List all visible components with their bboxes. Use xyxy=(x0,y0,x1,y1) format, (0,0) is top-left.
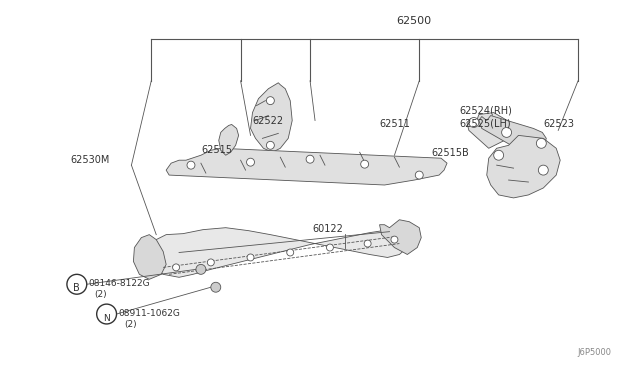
Circle shape xyxy=(67,274,87,294)
Text: 62522: 62522 xyxy=(253,116,284,125)
Circle shape xyxy=(266,97,275,105)
Text: 62515B: 62515B xyxy=(431,148,469,158)
Polygon shape xyxy=(479,116,547,155)
Text: J6P5000: J6P5000 xyxy=(578,348,612,357)
Text: 62523: 62523 xyxy=(543,119,574,128)
Circle shape xyxy=(415,171,423,179)
Text: 62524(RH): 62524(RH) xyxy=(459,106,512,116)
Polygon shape xyxy=(219,125,239,155)
Text: 08146-8122G: 08146-8122G xyxy=(89,279,150,288)
Text: N: N xyxy=(103,314,110,323)
Circle shape xyxy=(173,264,180,271)
Circle shape xyxy=(266,141,275,149)
Circle shape xyxy=(326,244,333,251)
Circle shape xyxy=(211,282,221,292)
Circle shape xyxy=(246,158,255,166)
Text: 62525(LH): 62525(LH) xyxy=(459,119,511,128)
Text: (2): (2) xyxy=(95,290,108,299)
Polygon shape xyxy=(250,83,292,152)
Circle shape xyxy=(364,240,371,247)
Circle shape xyxy=(538,165,548,175)
Text: 62500: 62500 xyxy=(397,16,432,26)
Text: 62511: 62511 xyxy=(380,119,410,128)
Text: (2): (2) xyxy=(124,320,137,329)
Text: 60122: 60122 xyxy=(312,224,343,234)
Circle shape xyxy=(536,138,547,148)
Circle shape xyxy=(187,161,195,169)
Circle shape xyxy=(502,128,511,137)
Circle shape xyxy=(493,150,504,160)
Polygon shape xyxy=(133,235,166,279)
Polygon shape xyxy=(487,135,560,198)
Circle shape xyxy=(469,118,479,128)
Polygon shape xyxy=(166,148,447,185)
Circle shape xyxy=(196,264,206,274)
Polygon shape xyxy=(380,220,421,254)
Circle shape xyxy=(97,304,116,324)
Circle shape xyxy=(306,155,314,163)
Text: 62515: 62515 xyxy=(201,145,232,155)
Polygon shape xyxy=(467,113,513,148)
Circle shape xyxy=(287,249,294,256)
Polygon shape xyxy=(149,228,410,277)
Text: 08911-1062G: 08911-1062G xyxy=(118,309,180,318)
Circle shape xyxy=(247,254,254,261)
Text: 62530M: 62530M xyxy=(70,155,109,165)
Circle shape xyxy=(361,160,369,168)
Circle shape xyxy=(207,259,214,266)
Circle shape xyxy=(391,236,398,243)
Text: B: B xyxy=(74,283,80,293)
